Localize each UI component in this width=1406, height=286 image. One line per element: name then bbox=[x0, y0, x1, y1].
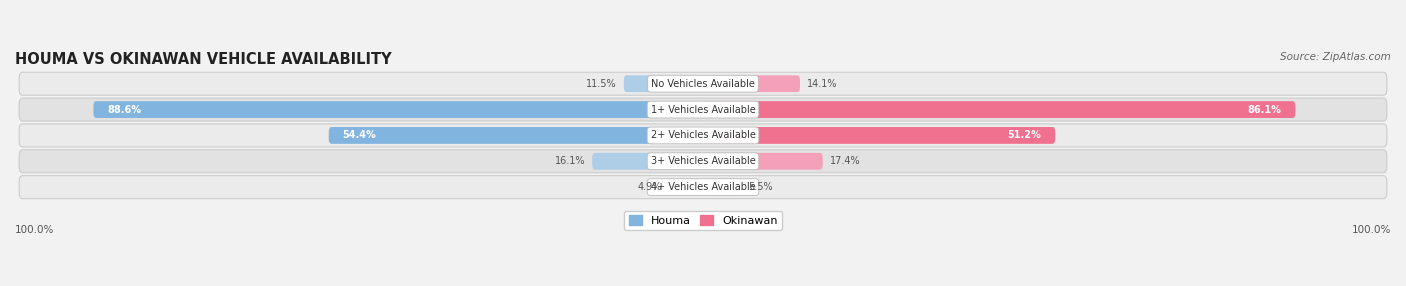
Text: 3+ Vehicles Available: 3+ Vehicles Available bbox=[651, 156, 755, 166]
FancyBboxPatch shape bbox=[624, 75, 703, 92]
Legend: Houma, Okinawan: Houma, Okinawan bbox=[624, 211, 782, 231]
Text: 86.1%: 86.1% bbox=[1247, 105, 1282, 115]
Text: 2+ Vehicles Available: 2+ Vehicles Available bbox=[651, 130, 755, 140]
FancyBboxPatch shape bbox=[669, 179, 703, 196]
Text: HOUMA VS OKINAWAN VEHICLE AVAILABILITY: HOUMA VS OKINAWAN VEHICLE AVAILABILITY bbox=[15, 52, 392, 67]
Text: 88.6%: 88.6% bbox=[107, 105, 141, 115]
Text: 14.1%: 14.1% bbox=[807, 79, 838, 89]
Text: 1+ Vehicles Available: 1+ Vehicles Available bbox=[651, 105, 755, 115]
FancyBboxPatch shape bbox=[20, 176, 1386, 199]
Text: 51.2%: 51.2% bbox=[1008, 130, 1042, 140]
FancyBboxPatch shape bbox=[20, 98, 1386, 121]
Text: Source: ZipAtlas.com: Source: ZipAtlas.com bbox=[1281, 52, 1391, 62]
FancyBboxPatch shape bbox=[592, 153, 703, 170]
FancyBboxPatch shape bbox=[703, 75, 800, 92]
FancyBboxPatch shape bbox=[703, 153, 823, 170]
Text: No Vehicles Available: No Vehicles Available bbox=[651, 79, 755, 89]
FancyBboxPatch shape bbox=[329, 127, 703, 144]
Text: 11.5%: 11.5% bbox=[586, 79, 617, 89]
FancyBboxPatch shape bbox=[703, 127, 1056, 144]
Text: 5.5%: 5.5% bbox=[748, 182, 772, 192]
Text: 54.4%: 54.4% bbox=[343, 130, 377, 140]
Text: 4+ Vehicles Available: 4+ Vehicles Available bbox=[651, 182, 755, 192]
Text: 16.1%: 16.1% bbox=[555, 156, 585, 166]
Text: 4.9%: 4.9% bbox=[638, 182, 662, 192]
FancyBboxPatch shape bbox=[703, 179, 741, 196]
Text: 17.4%: 17.4% bbox=[830, 156, 860, 166]
Text: 100.0%: 100.0% bbox=[1351, 225, 1391, 235]
FancyBboxPatch shape bbox=[93, 101, 703, 118]
Text: 100.0%: 100.0% bbox=[15, 225, 55, 235]
FancyBboxPatch shape bbox=[703, 101, 1295, 118]
FancyBboxPatch shape bbox=[20, 150, 1386, 173]
FancyBboxPatch shape bbox=[20, 72, 1386, 95]
FancyBboxPatch shape bbox=[20, 124, 1386, 147]
